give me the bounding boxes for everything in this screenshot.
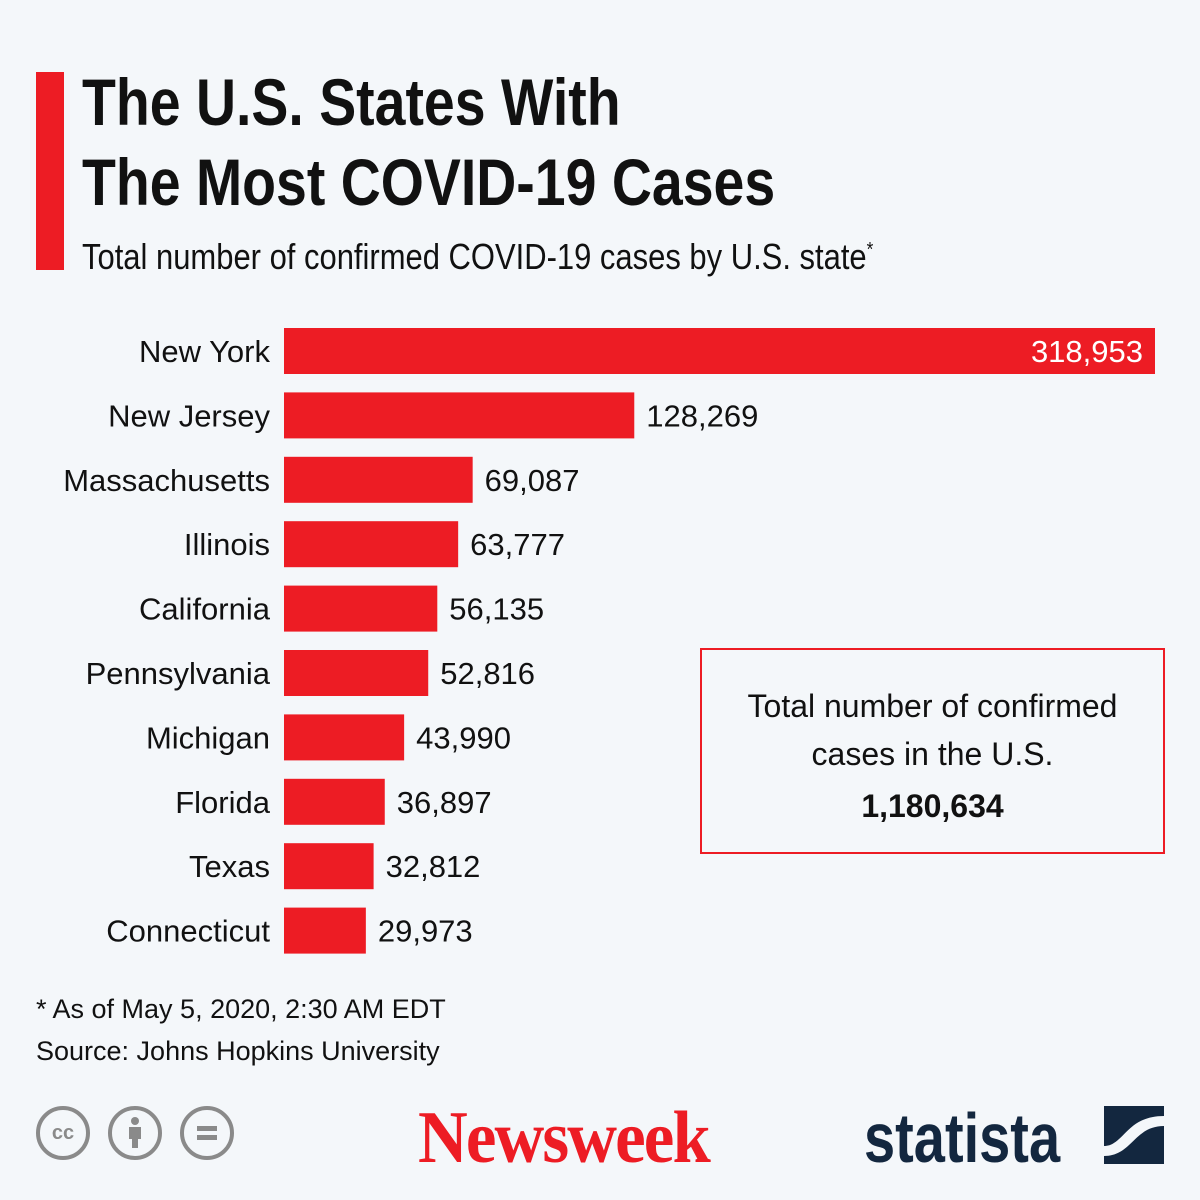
category-label: Connecticut — [106, 914, 270, 949]
total-callout: Total number of confirmed cases in the U… — [700, 648, 1165, 854]
cc-icon[interactable]: cc — [36, 1106, 90, 1160]
value-label: 318,953 — [1031, 334, 1143, 369]
newsweek-logo[interactable]: Newsweek — [418, 1097, 711, 1179]
statista-logo[interactable]: statista — [864, 1099, 1061, 1177]
category-label: New York — [139, 334, 270, 369]
category-label: California — [139, 592, 271, 627]
chart-title: The U.S. States With The Most COVID-19 Ca… — [82, 62, 775, 222]
title-line-1: The U.S. States With — [82, 65, 621, 139]
value-label: 52,816 — [440, 656, 535, 691]
category-label: New Jersey — [108, 398, 270, 433]
bar — [284, 907, 366, 954]
value-label: 32,812 — [386, 849, 481, 884]
value-label: 43,990 — [416, 720, 511, 755]
value-label: 63,777 — [470, 527, 565, 562]
attribution-icon[interactable] — [108, 1106, 162, 1160]
bar — [284, 585, 438, 632]
value-label: 36,897 — [397, 785, 492, 820]
bar — [284, 843, 374, 890]
category-label: Michigan — [146, 720, 270, 755]
value-label: 128,269 — [646, 398, 758, 433]
bar — [284, 650, 429, 696]
bar — [284, 714, 405, 761]
category-label: Texas — [189, 849, 270, 884]
no-derivatives-icon[interactable] — [180, 1106, 234, 1160]
footnote: * As of May 5, 2020, 2:30 AM EDT — [36, 994, 446, 1024]
title-line-2: The Most COVID-19 Cases — [82, 145, 776, 219]
bar — [284, 778, 385, 825]
bar — [284, 392, 635, 439]
category-label: Florida — [175, 785, 271, 820]
value-label: 29,973 — [378, 914, 473, 949]
bar — [284, 456, 473, 503]
bar — [284, 328, 1155, 374]
bar-chart: New York 318,953 New Jersey 128,269 Massachu… — [63, 328, 1155, 954]
value-label: 56,135 — [449, 592, 544, 627]
bar — [284, 521, 459, 568]
subtitle-text: Total number of confirmed COVID-19 cases… — [82, 236, 867, 277]
source: Source: Johns Hopkins University — [36, 1036, 440, 1066]
category-label: Massachusetts — [63, 463, 270, 498]
subtitle-footnote-mark: * — [866, 239, 874, 261]
chart-subtitle: Total number of confirmed COVID-19 cases… — [82, 236, 873, 278]
callout-value: 1,180,634 — [861, 788, 1004, 824]
category-label: Pennsylvania — [86, 656, 271, 691]
statista-logo-icon — [1104, 1106, 1164, 1164]
callout-text: Total number of confirmed cases in the U… — [747, 688, 1118, 772]
value-label: 69,087 — [485, 463, 580, 498]
accent-bar — [36, 72, 64, 270]
category-label: Illinois — [184, 527, 270, 562]
